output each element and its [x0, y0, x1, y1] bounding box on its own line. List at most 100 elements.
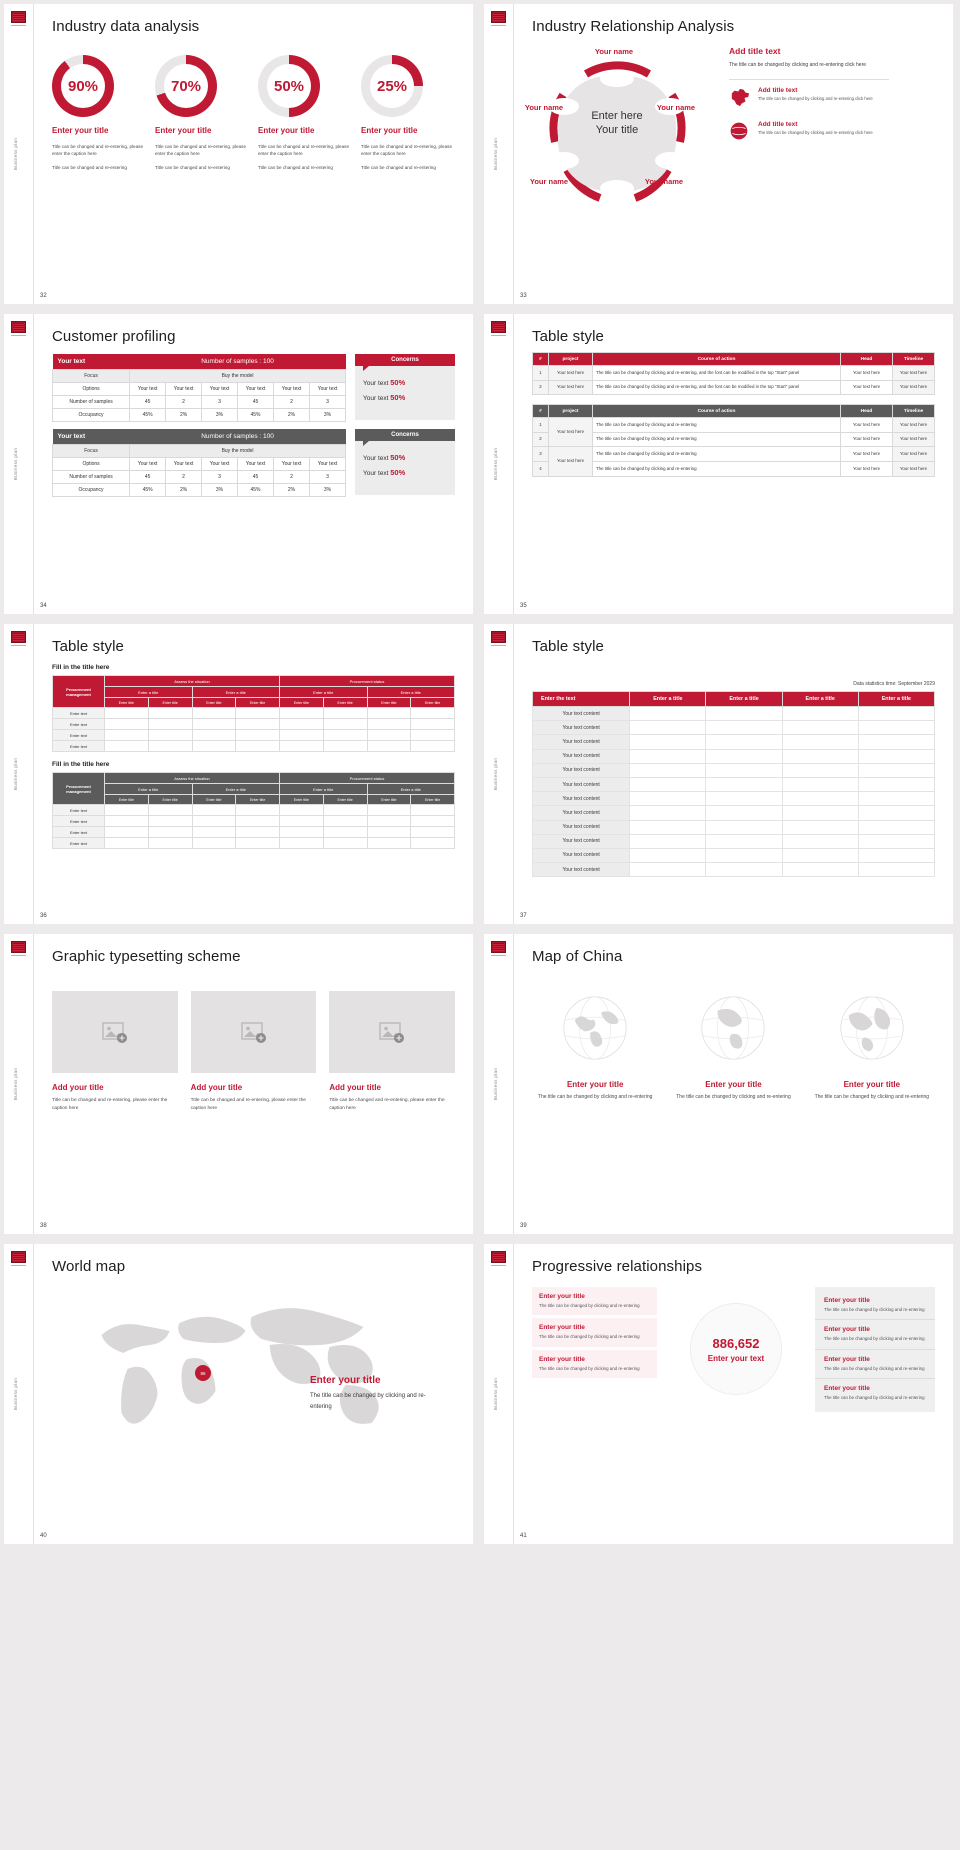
panel-heading: Add title text: [729, 46, 781, 56]
slide-cell-38[interactable]: Business plan Graphic typesetting scheme: [0, 930, 480, 1240]
table-row: Enter text: [52, 718, 455, 730]
page-title: Graphic typesetting scheme: [52, 948, 241, 965]
sub-cell: Enter title: [147, 697, 193, 708]
table-row: Enter text: [52, 815, 455, 827]
cell-number: 3: [532, 446, 549, 463]
row-label: Enter text: [52, 826, 105, 838]
metric-label: Enter your text: [707, 1353, 765, 1363]
cycle-diagram: Enter here Your title Your name Your nam…: [522, 46, 712, 221]
cycle-node-label: Your name: [524, 103, 564, 112]
cell-action: The title can be changed by clicking and…: [592, 379, 841, 396]
sub-title: Enter a title: [104, 783, 193, 795]
card-desc: Title can be changed and re-entering, pl…: [329, 1098, 445, 1112]
slide-cell-34[interactable]: Business plan Customer profiling Your te…: [0, 310, 480, 620]
left-block: Enter your title The title can be change…: [532, 1318, 657, 1347]
image-placeholder[interactable]: [190, 991, 317, 1073]
card-group: Add your title Title can be changed and …: [52, 991, 456, 1114]
right-block: Enter your title The title can be change…: [815, 1348, 935, 1378]
map-caption: Enter your title The title can be change…: [310, 1375, 445, 1413]
sub-title: Enter a title: [366, 783, 455, 795]
image-placeholder[interactable]: [329, 991, 456, 1073]
panel-item-text: The title can be changed by clicking and…: [758, 96, 873, 102]
table-header-row: Enter the text Enter a title Enter a tit…: [531, 691, 936, 707]
brand-logo-icon: [491, 1251, 508, 1268]
cell-time: Your text here: [892, 446, 935, 463]
brand-logo-icon: [11, 321, 28, 338]
rail-label: Business plan: [493, 447, 498, 481]
cell: Your text: [272, 457, 310, 471]
cell: 3%: [308, 483, 347, 497]
column-header: Enter a title: [629, 691, 707, 707]
card-desc: Title can be changed and re-entering, pl…: [52, 1098, 168, 1112]
slide-cell-37[interactable]: Business plan Table style Data statistic…: [480, 620, 960, 930]
table-row: Your text content: [531, 819, 936, 835]
donut-value: 90%: [67, 77, 99, 95]
cycle-center-text: Enter here Your title: [558, 110, 676, 138]
cell: 45: [129, 470, 167, 484]
right-block: Enter your title The title can be change…: [815, 1319, 935, 1348]
cell-number: 4: [532, 461, 549, 477]
focus-value: Buy the model: [129, 369, 346, 383]
row-label: Your text content: [531, 720, 631, 736]
slide-cell-36[interactable]: Business plan Table style Fill in the ti…: [0, 620, 480, 930]
cycle-center-line1: Enter here: [591, 110, 643, 122]
map-pin[interactable]: 86: [195, 1365, 211, 1381]
table-row: Your text content: [531, 776, 936, 793]
left-block-group: Enter your title The title can be change…: [532, 1287, 657, 1412]
slide-rail: Business plan: [4, 1244, 34, 1544]
rail-label: Business plan: [13, 447, 18, 481]
cell: 3: [308, 395, 347, 409]
donut-value: 50%: [273, 77, 305, 95]
cell-time: Your text here: [892, 431, 935, 448]
slide-cell-32[interactable]: Business plan Industry data analysis 90%…: [0, 0, 480, 310]
group-header-b: Procurement status: [279, 675, 455, 687]
donut-desc-2: Title can be changed and re-entering: [361, 165, 436, 171]
globe-icon: [563, 996, 627, 1060]
cell-action: The title can be changed by clicking and…: [592, 417, 841, 433]
column-header: #: [532, 404, 549, 419]
image-card[interactable]: Add your title Title can be changed and …: [329, 991, 456, 1114]
slide-cell-39[interactable]: Business plan Map of China Enter your ti…: [480, 930, 960, 1240]
rail-label: Business plan: [13, 1377, 18, 1411]
donut-item: 50% Enter your title Title can be change…: [258, 55, 352, 171]
donut-title: Enter your title: [52, 126, 109, 135]
cell: Your text: [272, 382, 310, 396]
cell-project: Your text here: [548, 379, 593, 396]
column-header: Enter a title: [705, 691, 783, 707]
sub-cell: Enter title: [191, 794, 237, 805]
brand-logo-icon: [11, 631, 28, 648]
right-block-group: Enter your title The title can be change…: [815, 1287, 935, 1412]
donut-desc-1: Title can be changed and re-entering, pl…: [361, 144, 452, 157]
right-block: Enter your title The title can be change…: [815, 1378, 935, 1407]
table-row: Occupancy 45% 2% 3% 45% 2% 3%: [51, 408, 347, 422]
sub-title: Enter a title: [279, 783, 368, 795]
table-row: Your text content: [531, 791, 936, 807]
row-label: Your text content: [531, 847, 631, 864]
slide-cell-41[interactable]: Business plan Progressive relationships …: [480, 1240, 960, 1550]
slide-cell-40[interactable]: Business plan World map: [0, 1240, 480, 1550]
donut-desc-1: Title can be changed and re-entering, pl…: [52, 144, 143, 157]
panel-lead: The title can be changed by clicking and…: [729, 62, 867, 68]
image-card[interactable]: Add your title Title can be changed and …: [190, 991, 317, 1114]
row-label: Number of samples: [51, 470, 131, 484]
globe-group: Enter your title The title can be change…: [532, 989, 935, 1102]
image-card[interactable]: Add your title Title can be changed and …: [52, 991, 178, 1114]
slide-cell-35[interactable]: Business plan Table style # project Cour…: [480, 310, 960, 620]
globe-icon: [729, 121, 751, 146]
slide-cell-33[interactable]: Business plan Industry Relationship Anal…: [480, 0, 960, 310]
sub-cell: Enter title: [366, 794, 412, 805]
image-placeholder[interactable]: [52, 991, 178, 1073]
page-number: 33: [520, 293, 527, 299]
corner-label: Procurement management: [52, 675, 105, 708]
rail-label: Business plan: [493, 1377, 498, 1411]
center-metric: 886,652 Enter your text: [657, 1287, 815, 1412]
table-header-row: # project Course of action Head Timeline: [532, 352, 935, 366]
cell-action: The title can be changed by clicking and…: [592, 461, 841, 477]
progressive-diagram: Enter your title The title can be change…: [532, 1287, 935, 1412]
left-block: Enter your title The title can be change…: [532, 1349, 657, 1379]
section-label: Fill in the title here: [52, 761, 110, 768]
cell-head: Your text here: [840, 431, 893, 448]
concerns-box: Concerns Your text 50% Your text 50%: [355, 354, 455, 422]
focus-label: Focus: [51, 369, 131, 383]
brand-logo-icon: [11, 11, 28, 28]
